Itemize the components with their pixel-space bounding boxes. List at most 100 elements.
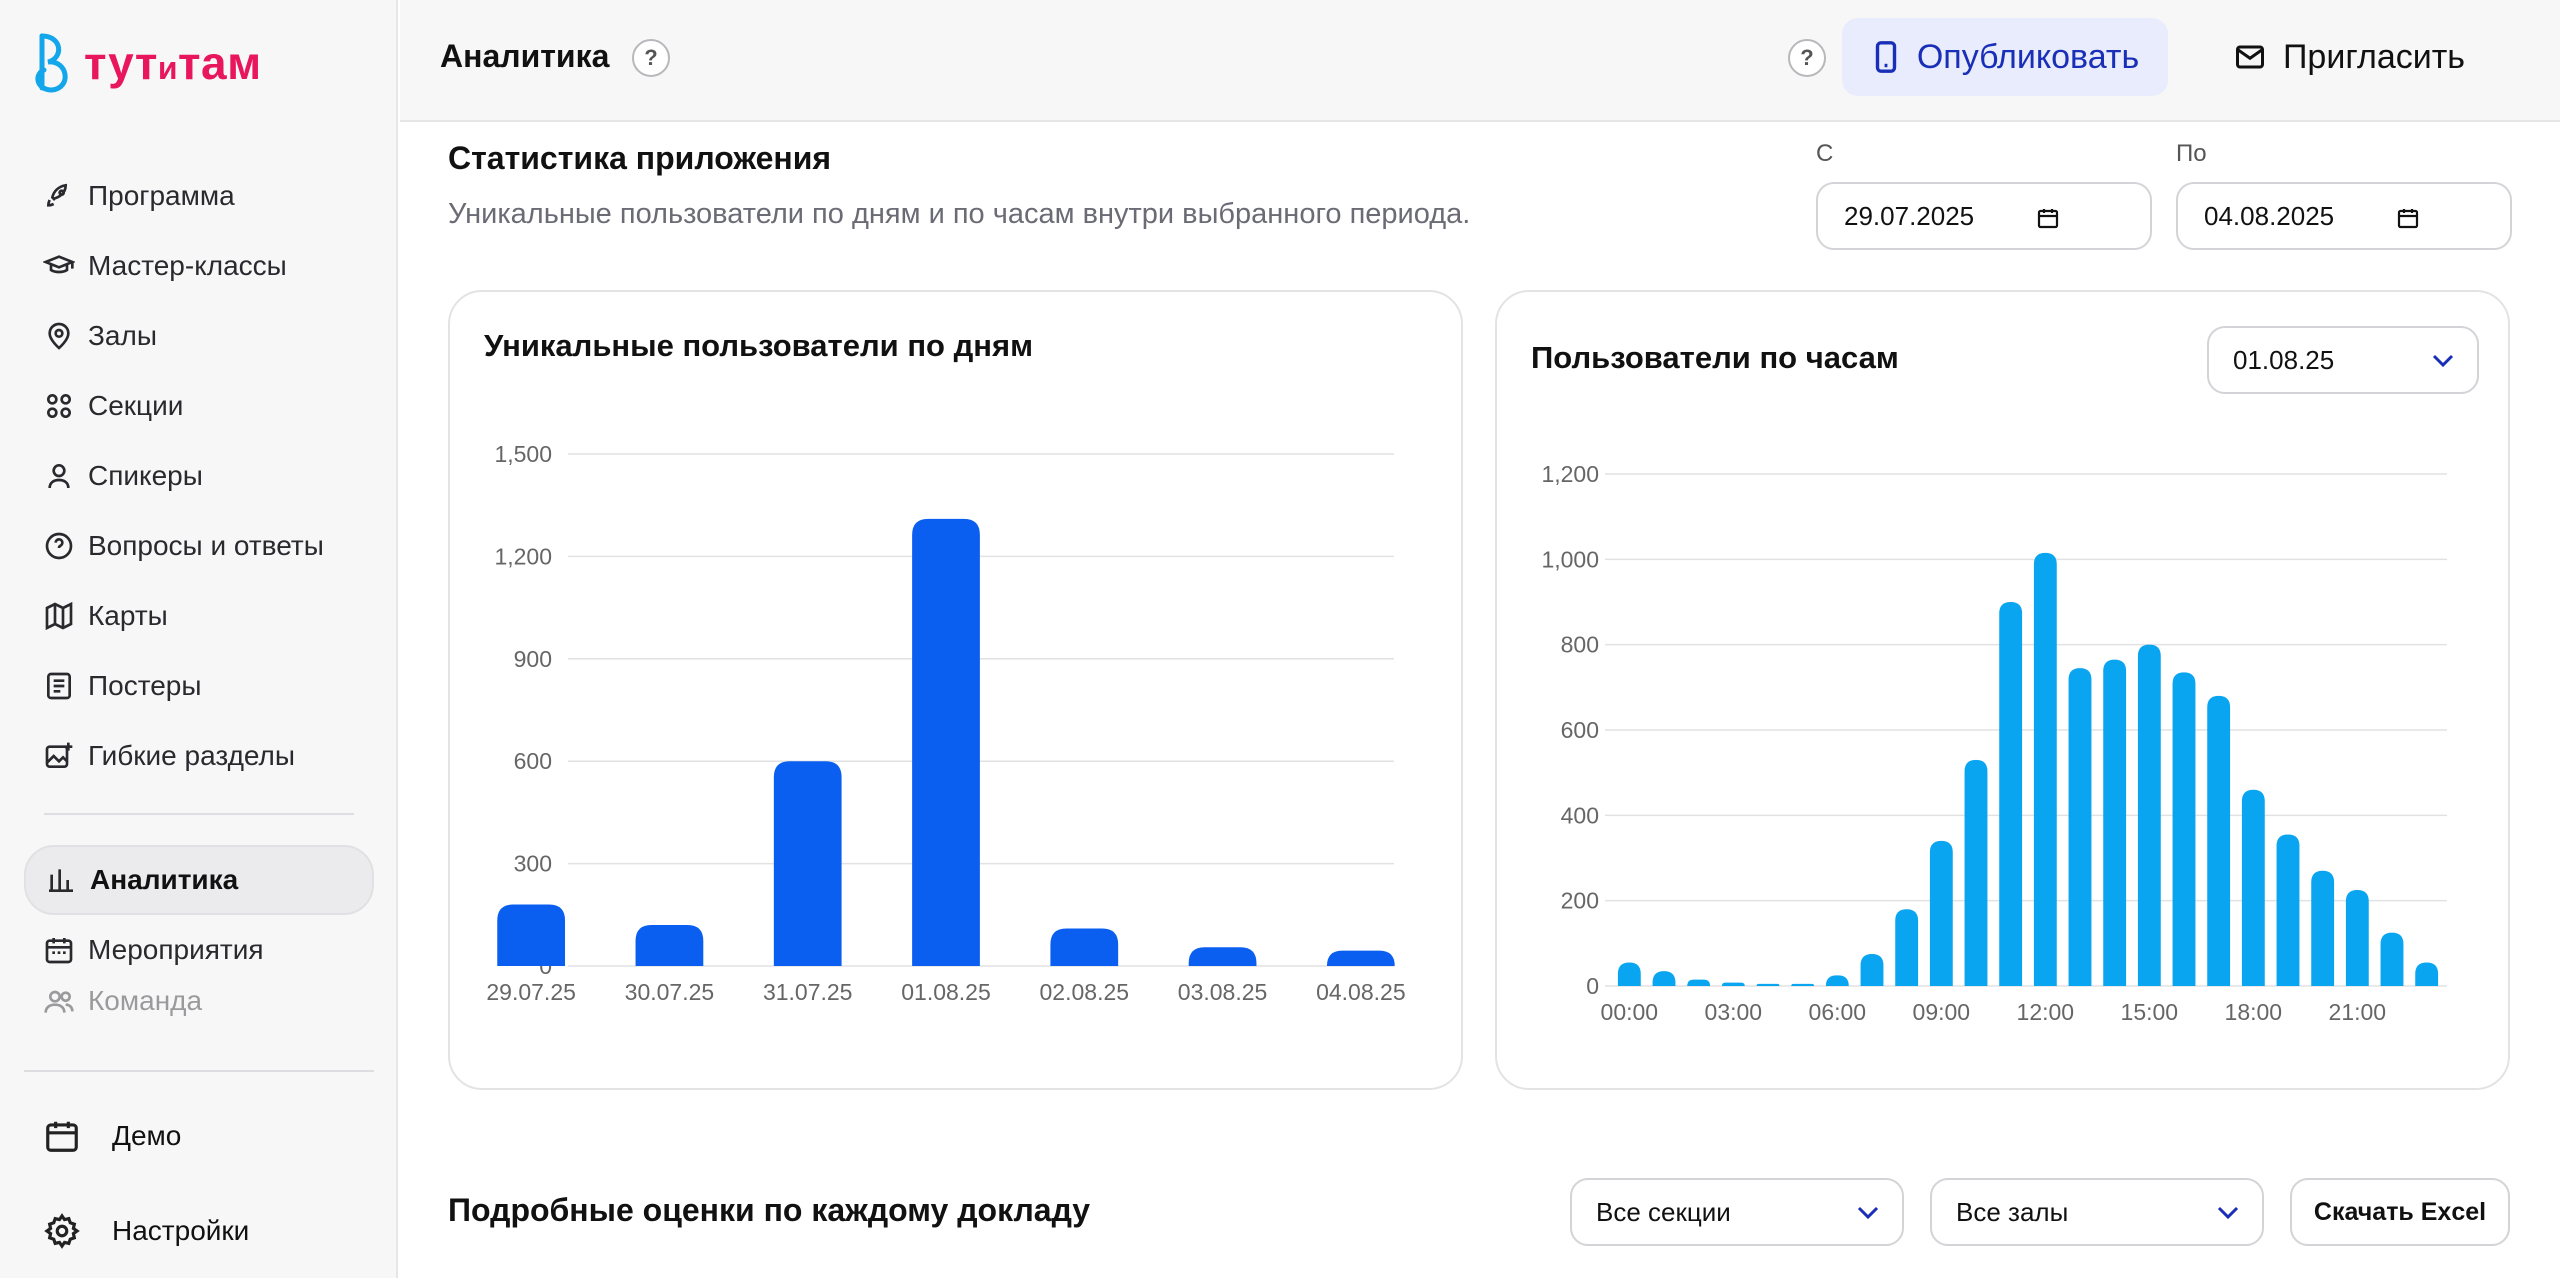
sidebar-item-label: Мероприятия [88,934,264,965]
sidebar-item-qa[interactable]: Вопросы и ответы [24,511,374,581]
y-tick-label: 800 [1561,632,1599,658]
bar-12:00[interactable] [2033,552,2057,986]
bar-23:00[interactable] [2415,962,2439,986]
bar-05:00[interactable] [1791,983,1815,986]
sections-filter-select[interactable]: Все секции [1570,1178,1904,1246]
y-tick-label: 1,500 [494,441,552,467]
sidebar-item-label: Гибкие разделы [88,740,296,771]
download-excel-button[interactable]: Скачать Excel [2290,1178,2510,1246]
y-tick-label: 600 [514,748,552,774]
bar-08:00[interactable] [1895,909,1919,986]
sidebar-item-demo[interactable]: Демо [40,1106,360,1166]
sidebar-item-halls[interactable]: Залы [24,301,374,371]
sidebar-item-flexible[interactable]: Гибкие разделы [24,721,374,791]
hourly-users-chart-svg: 0 200 400 600 800 1,000 1,200 00:00 03:00 06:00 09… [1541,461,2447,1025]
bar-03:00[interactable] [1721,982,1745,986]
sidebar-item-masterclasses[interactable]: Мастер-классы [24,231,374,301]
x-tick-label: 03.08.25 [1178,979,1268,1005]
x-tick-label: 03:00 [1705,999,1763,1025]
topbar-help-button[interactable]: ? [1788,39,1826,77]
x-tick-label: 09:00 [1913,999,1971,1025]
bar-01.08.25[interactable] [912,518,980,966]
y-tick-label: 200 [1561,888,1599,914]
brand-name: тутитам [84,37,262,89]
bar-01:00[interactable] [1652,971,1676,986]
bar-13:00[interactable] [2068,668,2092,986]
sidebar-item-label: Аналитика [90,864,239,895]
user-icon [42,459,76,493]
bar-22:00[interactable] [2380,932,2404,986]
sidebar-item-label: Программа [88,180,235,211]
bar-15:00[interactable] [2137,644,2161,986]
bar-14:00[interactable] [2103,659,2127,986]
daily-chart-plot: 03006009001,2001,50029.07.2530.07.2531.0… [486,441,1405,1005]
stats-title: Статистика приложения [448,140,832,176]
sidebar-item-sections[interactable]: Секции [24,371,374,441]
invite-button-label: Пригласить [2282,37,2466,76]
invite-button[interactable]: Пригласить [2200,18,2500,96]
bar-21:00[interactable] [2345,890,2369,986]
sidebar-item-team[interactable]: Команда [24,985,374,1021]
bar-04.08.25[interactable] [1326,950,1395,966]
topbar: Аналитика ? ? Опубликовать Пригласить [400,0,2560,122]
x-tick-label: 12:00 [2017,999,2075,1025]
sidebar-bottom-divider [24,1070,374,1072]
calendar-icon[interactable] [2396,206,2420,230]
sidebar-item-label: Вопросы и ответы [88,530,324,561]
y-tick-label: 300 [514,851,552,877]
halls-filter-value: Все залы [1956,1196,2069,1227]
sidebar-item-posters[interactable]: Постеры [24,651,374,721]
page-help-button[interactable]: ? [632,39,670,77]
brand-logo[interactable]: тутитам [32,30,262,96]
bar-19:00[interactable] [2276,834,2300,986]
calendar-icon[interactable] [2036,206,2060,230]
bar-00:00[interactable] [1617,962,1641,986]
date-to-input[interactable]: 04.08.2025 [2176,182,2512,250]
page-title: Аналитика [440,38,610,74]
sidebar-item-settings[interactable]: Настройки [40,1201,360,1261]
sidebar-item-label: Демо [112,1120,182,1151]
y-tick-label: 600 [1561,717,1599,743]
sidebar-item-maps[interactable]: Карты [24,581,374,651]
date-from-value: 29.07.2025 [1844,200,1975,231]
chevron-down-icon [1857,1206,1879,1220]
bar-10:00[interactable] [1964,759,1988,986]
hourly-date-select[interactable]: 01.08.25 [2207,326,2479,394]
bar-18:00[interactable] [2241,789,2265,986]
x-tick-label: 06:00 [1809,999,1867,1025]
y-tick-label: 0 [1586,973,1599,999]
date-from-input[interactable]: 29.07.2025 [1816,182,2152,250]
bar-02:00[interactable] [1687,979,1711,986]
details-title: Подробные оценки по каждому докладу [448,1192,1091,1228]
x-tick-label: 02.08.25 [1040,979,1130,1005]
bar-17:00[interactable] [2207,695,2231,986]
sidebar-item-label: Секции [88,390,184,421]
bar-29.07.25[interactable] [497,904,566,966]
bar-20:00[interactable] [2311,870,2335,986]
mail-icon [2235,45,2264,69]
bar-30.07.25[interactable] [635,925,704,966]
sidebar-divider [44,813,354,815]
bar-03.08.25[interactable] [1188,947,1257,966]
halls-filter-select[interactable]: Все залы [1930,1178,2264,1246]
sidebar-item-program[interactable]: Программа [24,161,374,231]
bar-09:00[interactable] [1929,840,1953,986]
sidebar-item-events[interactable]: Мероприятия [24,915,374,985]
chevron-down-icon [2432,354,2454,368]
bar-16:00[interactable] [2172,672,2196,986]
bar-07:00[interactable] [1860,954,1884,986]
calendar-icon [40,1114,84,1158]
bar-11:00[interactable] [1999,602,2023,986]
map-pin-icon [42,319,76,353]
sidebar-item-label: Залы [88,320,157,351]
publish-button[interactable]: Опубликовать [1842,18,2168,96]
sidebar-item-label: Карты [88,600,168,631]
sidebar-item-speakers[interactable]: Спикеры [24,441,374,511]
bar-02.08.25[interactable] [1050,928,1119,966]
graduation-cap-icon [42,249,76,283]
sidebar-item-analytics[interactable]: Аналитика [24,845,374,915]
bar-31.07.25[interactable] [773,761,842,966]
bar-06:00[interactable] [1825,975,1849,986]
x-tick-label: 01.08.25 [901,979,991,1005]
bar-04:00[interactable] [1756,983,1780,986]
